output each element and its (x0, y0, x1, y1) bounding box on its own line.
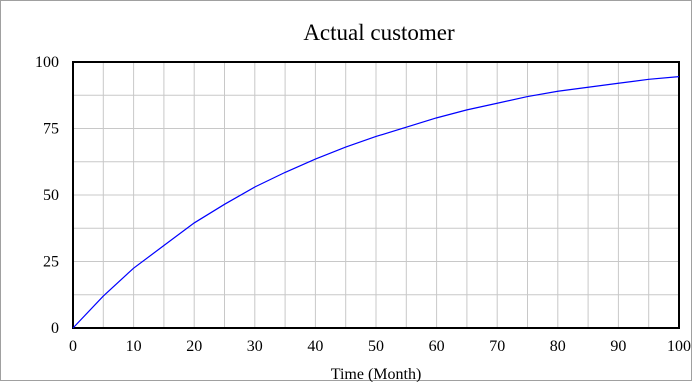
chart-title: Actual customer (303, 20, 455, 45)
x-tick-label: 0 (69, 338, 77, 355)
x-tick-label: 70 (489, 338, 505, 355)
y-tick-label: 0 (51, 320, 59, 337)
x-tick-label: 30 (247, 338, 263, 355)
series-layer (72, 76, 680, 329)
x-tick-label: 50 (368, 338, 384, 355)
x-tick-label: 10 (126, 338, 142, 355)
y-tick-label: 25 (43, 254, 59, 271)
x-tick-label: 80 (550, 338, 566, 355)
y-tick-label: 100 (35, 54, 59, 71)
y-tick-label: 50 (43, 187, 59, 204)
series-line-0 (72, 76, 680, 329)
x-tick-label: 90 (610, 338, 626, 355)
x-tick-label: 20 (186, 338, 202, 355)
y-axis-ticks: 0 25 50 75 100 (35, 54, 59, 337)
y-tick-label: 75 (43, 121, 59, 138)
plot-area-border (72, 61, 680, 329)
x-tick-label: 40 (307, 338, 323, 355)
x-tick-label: 60 (429, 338, 445, 355)
x-axis-ticks: 0 10 20 30 40 50 60 70 80 90 100 (69, 338, 691, 355)
x-tick-label: 100 (667, 338, 691, 355)
x-axis-label: Time (Month) (331, 366, 422, 382)
grid-lines (73, 62, 679, 328)
